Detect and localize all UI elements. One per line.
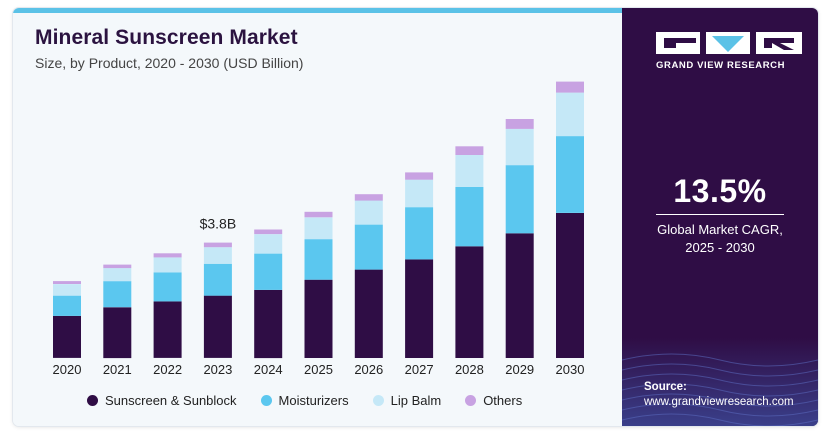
bar-segment bbox=[505, 128, 534, 166]
bar-segment bbox=[405, 172, 434, 180]
x-tick-label: 2022 bbox=[153, 362, 182, 377]
legend-item: Moisturizers bbox=[260, 393, 349, 408]
bar-segment bbox=[203, 295, 232, 358]
legend-swatch bbox=[372, 395, 384, 406]
bar-segment bbox=[203, 242, 232, 248]
chart-title: Mineral Sunscreen Market bbox=[35, 26, 298, 49]
bar-segment bbox=[556, 213, 584, 358]
decorative-wave-pattern bbox=[622, 338, 818, 426]
legend-swatch bbox=[465, 395, 477, 406]
bar-segment bbox=[455, 186, 484, 247]
bar-segment bbox=[153, 257, 182, 273]
bar-segment bbox=[556, 136, 584, 213]
x-tick-label: 2030 bbox=[556, 362, 585, 377]
source-url[interactable]: www.grandviewresearch.com bbox=[644, 396, 794, 408]
bar-segment bbox=[254, 229, 283, 235]
x-tick-label: 2025 bbox=[304, 362, 333, 377]
source-note: Source: www.grandviewresearch.com bbox=[644, 380, 794, 410]
legend-label: Others bbox=[483, 393, 523, 408]
bar-segment bbox=[304, 211, 333, 218]
bar-segment bbox=[505, 165, 534, 234]
logo-glyphs-icon bbox=[656, 32, 802, 54]
x-tick-label: 2021 bbox=[103, 362, 132, 377]
bar-segment bbox=[455, 146, 484, 155]
legend-label: Lip Balm bbox=[390, 393, 442, 408]
bar-segment bbox=[103, 268, 132, 282]
x-tick-label: 2029 bbox=[505, 362, 534, 377]
bar-segment bbox=[153, 272, 182, 302]
cagr-block: 13.5% Global Market CAGR, 2025 - 2030 bbox=[622, 173, 818, 257]
x-tick-label: 2026 bbox=[354, 362, 383, 377]
infographic-card: Mineral Sunscreen Market Size, by Produc… bbox=[13, 8, 818, 426]
bar-segment bbox=[505, 119, 534, 129]
bar-segment bbox=[153, 253, 182, 258]
bar-segment bbox=[304, 217, 333, 240]
bar-chart: 2020 2021 2022 2023 $3.8B 2024 2025 2026 2027 202… bbox=[53, 81, 585, 377]
logo-mark-icon bbox=[656, 32, 802, 54]
legend-swatch bbox=[87, 395, 98, 406]
legend-label: Moisturizers bbox=[278, 393, 349, 408]
bar-segment bbox=[103, 281, 132, 308]
bar-segment bbox=[354, 224, 383, 270]
bar-segment bbox=[53, 284, 81, 296]
bar-segment bbox=[405, 207, 434, 260]
bar-segment bbox=[153, 301, 182, 358]
legend-item: Lip Balm bbox=[372, 393, 442, 408]
bar-segment bbox=[254, 253, 283, 290]
bar-segment bbox=[354, 269, 383, 358]
legend-item: Others bbox=[465, 393, 522, 408]
x-tick-label: 2023 bbox=[203, 362, 232, 377]
data-label: $3.8B bbox=[200, 216, 237, 232]
bar-segment bbox=[405, 179, 434, 208]
cagr-label-line1: Global Market CAGR, bbox=[657, 222, 783, 237]
bar-segment bbox=[354, 194, 383, 201]
bar-segment bbox=[455, 155, 484, 187]
chart-subtitle: Size, by Product, 2020 - 2030 (USD Billi… bbox=[35, 55, 304, 71]
bar-segment bbox=[203, 247, 232, 264]
bar-segment bbox=[103, 264, 132, 269]
bar-segment bbox=[304, 239, 333, 280]
x-tick-label: 2028 bbox=[455, 362, 484, 377]
bar-segment bbox=[53, 315, 81, 358]
bar-segment bbox=[254, 289, 283, 359]
bar-segment bbox=[556, 81, 584, 93]
bar-segment bbox=[304, 279, 333, 358]
legend-item: Sunscreen & Sunblock bbox=[87, 393, 237, 408]
source-label: Source: bbox=[644, 381, 687, 393]
bar-segment bbox=[455, 246, 484, 358]
stats-panel: GRAND VIEW RESEARCH 13.5% Global Market … bbox=[622, 8, 818, 426]
legend-swatch bbox=[260, 395, 272, 406]
bar-segment bbox=[254, 234, 283, 254]
bar-segment bbox=[505, 233, 534, 358]
bar-segment bbox=[53, 281, 81, 284]
brand-logo: GRAND VIEW RESEARCH bbox=[656, 32, 802, 71]
bar-segment bbox=[556, 92, 584, 137]
brand-name: GRAND VIEW RESEARCH bbox=[656, 60, 786, 71]
cagr-divider bbox=[656, 214, 784, 215]
bar-segment bbox=[354, 200, 383, 225]
bar-segment bbox=[53, 295, 81, 316]
bar-segment bbox=[103, 307, 132, 359]
cagr-value: 13.5% bbox=[673, 173, 767, 209]
legend-label: Sunscreen & Sunblock bbox=[105, 393, 237, 408]
x-tick-label: 2020 bbox=[53, 362, 82, 377]
cagr-label-line2: 2025 - 2030 bbox=[685, 240, 755, 255]
x-tick-label: 2027 bbox=[405, 362, 434, 377]
bar-segment bbox=[203, 263, 232, 296]
chart-legend: Sunscreen & Sunblock Moisturizers Lip Balm… bbox=[87, 393, 522, 408]
x-tick-label: 2024 bbox=[254, 362, 283, 377]
accent-bar bbox=[13, 8, 622, 13]
bar-segment bbox=[405, 259, 434, 358]
